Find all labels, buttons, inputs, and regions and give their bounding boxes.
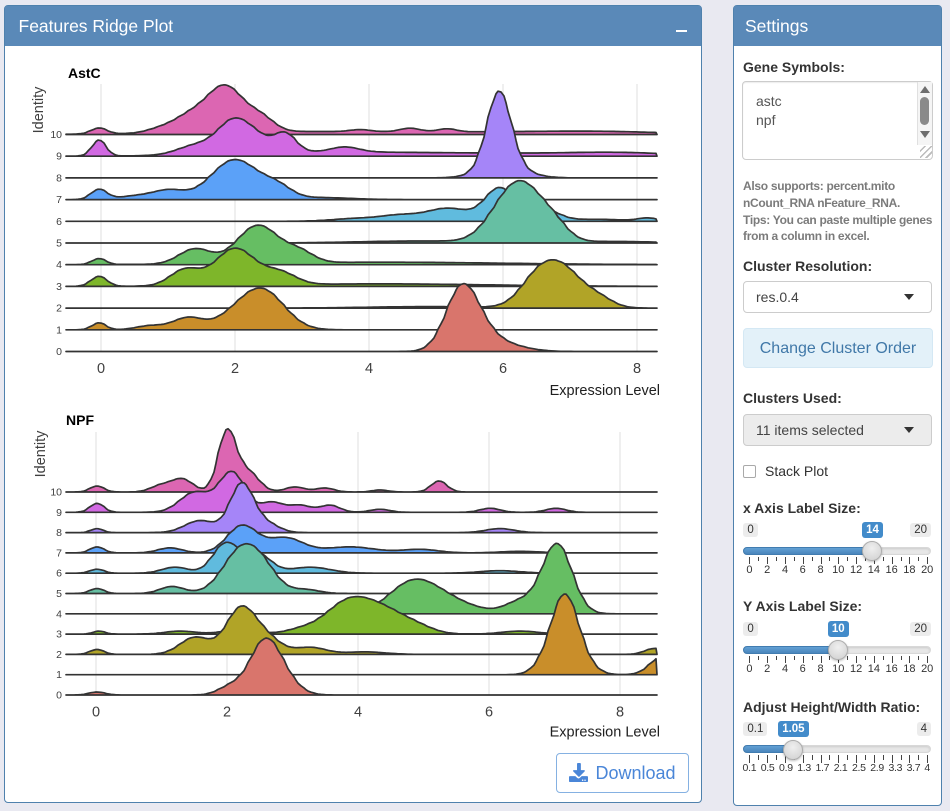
- svg-text:8: 8: [56, 527, 62, 539]
- svg-text:9: 9: [56, 507, 62, 519]
- svg-text:2: 2: [56, 303, 62, 315]
- svg-text:2: 2: [223, 705, 231, 721]
- svg-text:6: 6: [56, 568, 62, 580]
- svg-text:6: 6: [499, 361, 507, 377]
- svg-text:4: 4: [56, 608, 62, 620]
- svg-text:Expression Level: Expression Level: [550, 383, 660, 399]
- svg-text:8: 8: [633, 361, 641, 377]
- svg-text:Identity: Identity: [33, 430, 49, 477]
- svg-text:5: 5: [56, 238, 62, 250]
- svg-text:10: 10: [50, 487, 62, 499]
- svg-text:9: 9: [56, 151, 62, 163]
- svg-text:4: 4: [56, 259, 62, 271]
- svg-text:6: 6: [485, 705, 493, 721]
- svg-text:0: 0: [56, 346, 62, 358]
- svg-text:Expression Level: Expression Level: [550, 725, 660, 741]
- svg-text:3: 3: [56, 281, 62, 293]
- svg-text:7: 7: [56, 547, 62, 559]
- svg-text:7: 7: [56, 194, 62, 206]
- svg-text:4: 4: [365, 361, 373, 377]
- svg-text:NPF: NPF: [66, 412, 94, 428]
- svg-text:3: 3: [56, 629, 62, 641]
- svg-text:AstC: AstC: [68, 65, 101, 81]
- svg-text:0: 0: [97, 361, 105, 377]
- svg-text:2: 2: [56, 649, 62, 661]
- svg-text:0: 0: [92, 705, 100, 721]
- svg-text:8: 8: [616, 705, 624, 721]
- svg-text:6: 6: [56, 216, 62, 228]
- svg-text:2: 2: [231, 361, 239, 377]
- svg-text:1: 1: [56, 324, 62, 336]
- svg-text:10: 10: [50, 129, 62, 141]
- svg-text:0: 0: [56, 690, 62, 702]
- svg-text:Identity: Identity: [31, 86, 47, 133]
- svg-text:1: 1: [56, 669, 62, 681]
- svg-text:4: 4: [354, 705, 362, 721]
- svg-text:8: 8: [56, 172, 62, 184]
- svg-text:5: 5: [56, 588, 62, 600]
